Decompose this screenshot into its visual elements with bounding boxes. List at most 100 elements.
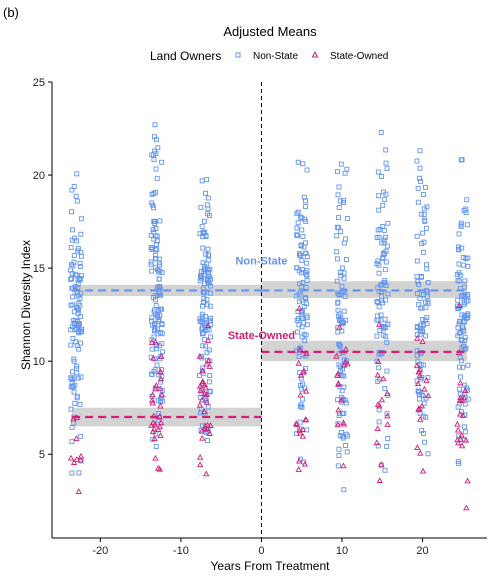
data-point-non-state	[296, 354, 302, 359]
data-point-non-state	[340, 320, 346, 326]
data-point-non-state	[157, 262, 163, 268]
data-point-state-owned	[303, 349, 310, 356]
data-point-non-state	[341, 487, 347, 493]
data-point-non-state	[336, 362, 342, 368]
data-point-non-state	[383, 259, 389, 265]
data-point-state-owned	[70, 459, 78, 465]
data-point-non-state	[155, 331, 161, 337]
data-point-non-state	[465, 263, 471, 269]
data-point-non-state	[337, 368, 343, 373]
data-point-non-state	[79, 253, 84, 259]
data-point-state-owned	[153, 382, 160, 388]
data-point-non-state	[455, 333, 461, 339]
data-point-state-owned	[459, 396, 466, 403]
data-point-non-state	[157, 218, 163, 224]
data-point-non-state	[198, 273, 204, 279]
data-point-state-owned	[344, 360, 351, 367]
data-point-non-state	[69, 439, 75, 445]
data-point-non-state	[417, 392, 422, 397]
data-point-state-owned	[376, 320, 383, 327]
data-point-non-state	[415, 388, 421, 394]
data-point-non-state	[301, 194, 307, 200]
data-point-non-state	[74, 198, 80, 204]
data-point-non-state	[153, 303, 159, 308]
data-point-state-owned	[67, 454, 75, 461]
data-point-state-owned	[300, 367, 308, 374]
data-point-non-state	[77, 264, 83, 269]
data-point-non-state	[463, 210, 469, 216]
data-point-non-state	[159, 306, 165, 312]
data-point-non-state	[414, 291, 420, 297]
data-point-non-state	[200, 245, 206, 251]
data-point-state-owned	[204, 337, 212, 343]
data-point-non-state	[456, 246, 462, 252]
data-point-non-state	[465, 293, 471, 299]
data-point-non-state	[75, 284, 81, 290]
data-point-state-owned	[376, 402, 383, 409]
data-point-state-owned	[203, 470, 210, 477]
data-point-non-state	[155, 145, 161, 151]
data-point-non-state	[156, 307, 162, 313]
data-point-non-state	[68, 276, 74, 282]
data-point-non-state	[71, 358, 77, 364]
data-point-non-state	[382, 386, 388, 392]
data-point-non-state	[199, 319, 205, 325]
data-point-non-state	[338, 228, 344, 234]
data-point-non-state	[156, 284, 162, 290]
data-point-state-owned	[380, 375, 387, 382]
data-point-non-state	[158, 379, 164, 385]
data-point-state-owned	[296, 304, 303, 311]
data-point-state-owned	[297, 391, 304, 398]
data-point-state-owned	[295, 466, 302, 472]
panel-tag: (b)	[3, 5, 19, 20]
data-point-non-state	[341, 308, 347, 314]
data-point-non-state	[298, 284, 304, 290]
data-point-non-state	[462, 424, 468, 430]
data-point-non-state	[421, 431, 426, 436]
data-point-state-owned	[333, 352, 340, 359]
data-point-state-owned	[463, 504, 470, 511]
data-point-non-state	[343, 431, 349, 437]
data-point-non-state	[459, 338, 465, 343]
data-point-non-state	[152, 221, 158, 227]
data-point-non-state	[154, 346, 160, 352]
data-point-non-state	[150, 436, 156, 442]
data-point-non-state	[201, 272, 207, 278]
data-point-non-state	[458, 157, 464, 163]
data-point-non-state	[68, 327, 74, 333]
data-point-non-state	[420, 291, 426, 297]
legend-entry-state-owned: State-Owned	[311, 50, 388, 62]
data-point-non-state	[378, 130, 384, 135]
data-point-state-owned	[374, 371, 381, 378]
y-tick-label: 25	[33, 77, 45, 89]
data-point-non-state	[151, 191, 157, 197]
data-point-non-state	[204, 177, 210, 183]
data-point-state-owned	[417, 416, 424, 422]
legend-title: Land Owners	[150, 49, 221, 63]
data-point-non-state	[460, 323, 466, 329]
data-point-non-state	[343, 400, 349, 406]
data-point-non-state	[381, 227, 387, 233]
data-point-non-state	[418, 178, 424, 184]
data-point-non-state	[73, 193, 79, 199]
data-point-non-state	[376, 304, 382, 310]
data-point-non-state	[155, 326, 160, 332]
data-point-state-owned	[421, 385, 428, 392]
data-point-non-state	[295, 220, 301, 226]
data-point-non-state	[300, 161, 306, 167]
data-point-state-owned	[196, 461, 204, 468]
data-point-state-owned	[196, 453, 204, 460]
axes: 5 10 15 20 25 -20 -10 0 10 20	[33, 77, 487, 557]
data-point-non-state	[460, 364, 466, 370]
data-point-state-owned	[157, 368, 164, 375]
data-point-non-state	[208, 283, 213, 289]
annotation-label: State-Owned	[228, 330, 295, 342]
data-point-non-state	[208, 334, 214, 340]
data-point-non-state	[462, 337, 468, 343]
data-point-non-state	[335, 299, 341, 305]
data-point-non-state	[461, 328, 467, 334]
data-point-non-state	[149, 346, 155, 352]
data-point-non-state	[202, 218, 207, 224]
